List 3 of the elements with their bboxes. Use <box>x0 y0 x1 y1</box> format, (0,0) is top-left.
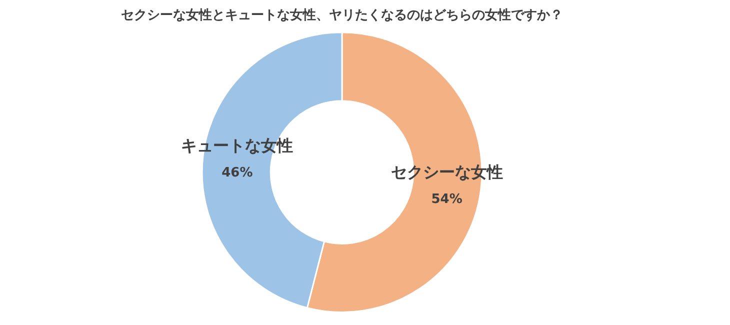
chart-title: セクシーな女性とキュートな女性、ヤリたくなるのはどちらの女性ですか？ <box>121 8 563 24</box>
data-label: 54% <box>431 192 462 207</box>
data-label: 46% <box>222 165 253 180</box>
